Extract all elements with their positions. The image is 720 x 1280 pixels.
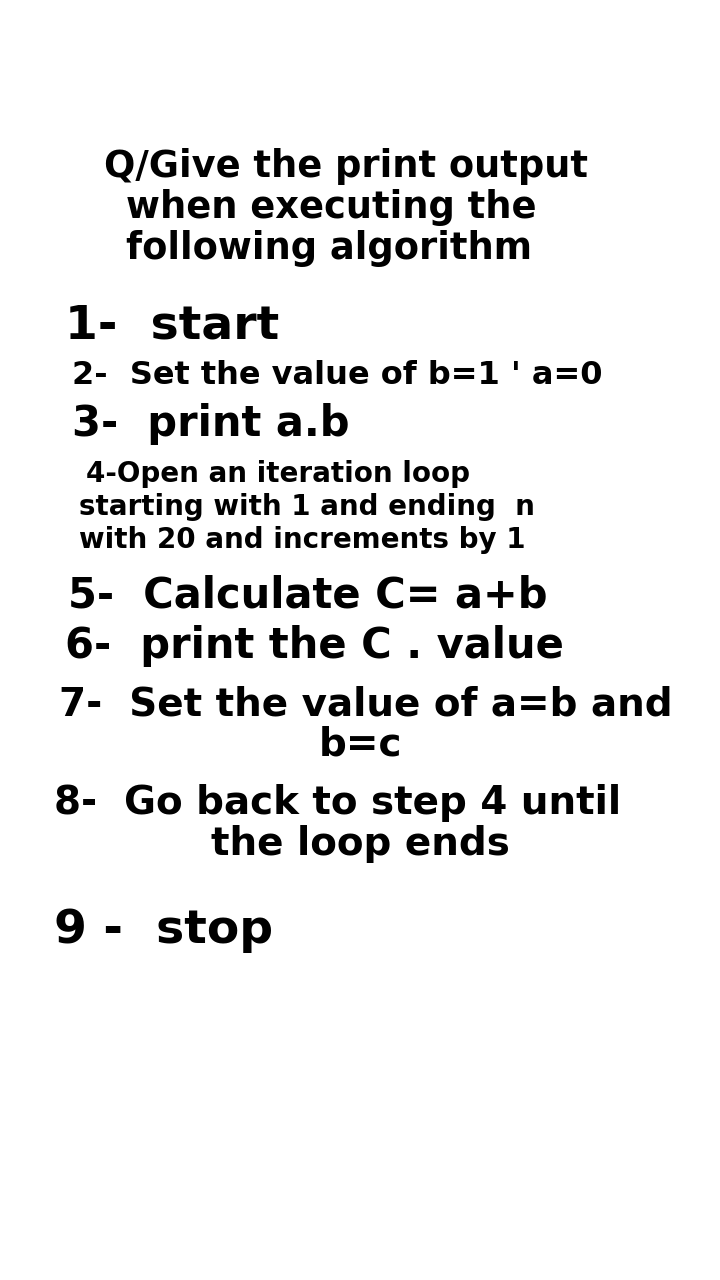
Text: 7-  Set the value of a=b and: 7- Set the value of a=b and [59, 685, 672, 723]
Text: Q/Give the print output: Q/Give the print output [104, 148, 588, 184]
Text: 8-  Go back to step 4 until: 8- Go back to step 4 until [54, 783, 621, 822]
Text: with 20 and increments by 1: with 20 and increments by 1 [79, 526, 526, 554]
Text: 2-  Set the value of b=1 ' a=0: 2- Set the value of b=1 ' a=0 [72, 360, 603, 390]
Text: following algorithm: following algorithm [126, 230, 532, 266]
Text: 1-  start: 1- start [65, 303, 279, 349]
Text: when executing the: when executing the [126, 189, 536, 225]
Text: 9 -  stop: 9 - stop [54, 908, 273, 954]
Text: 6-  print the C . value: 6- print the C . value [65, 626, 564, 667]
Text: starting with 1 and ending  n: starting with 1 and ending n [79, 493, 535, 521]
Text: b=c: b=c [318, 726, 402, 764]
Text: 5-  Calculate C= a+b: 5- Calculate C= a+b [68, 575, 548, 616]
Text: 3-  print a.b: 3- print a.b [72, 403, 350, 444]
Text: 4-Open an iteration loop: 4-Open an iteration loop [86, 460, 470, 488]
Text: the loop ends: the loop ends [210, 824, 510, 863]
